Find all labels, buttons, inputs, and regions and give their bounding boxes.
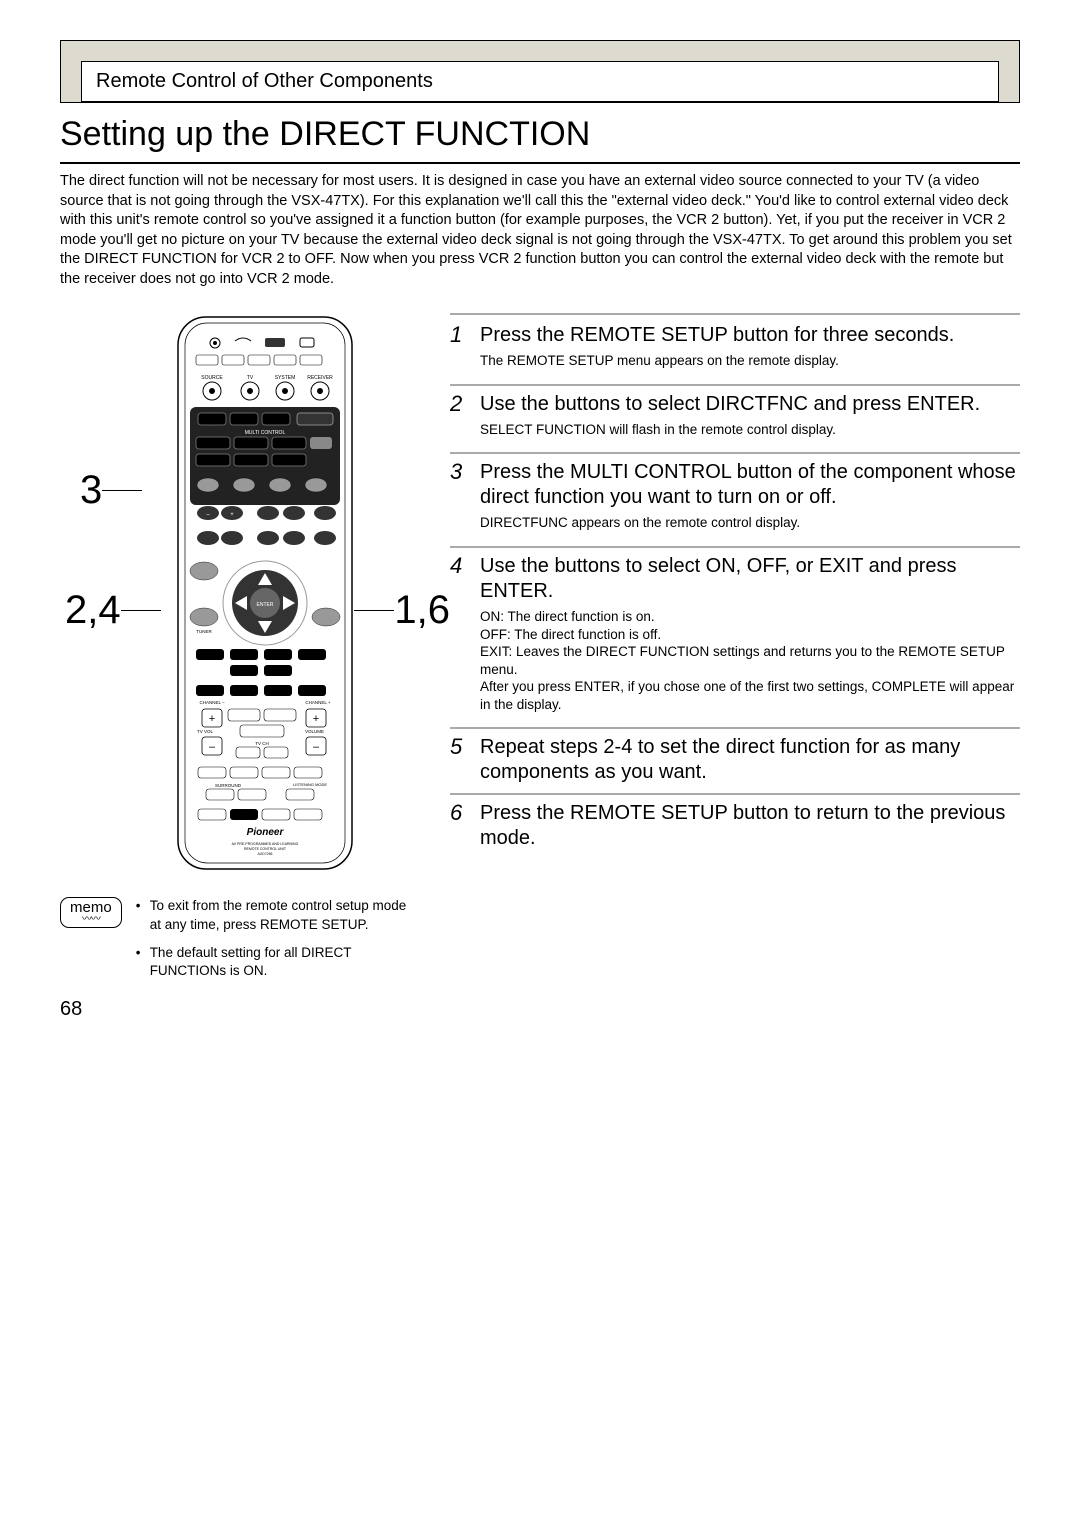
- svg-text:+: +: [230, 512, 234, 518]
- step-number: 3: [450, 460, 468, 542]
- remote-illustration: SOURCE TV SYSTEM RECEIVER MULTI CONTROL: [170, 313, 360, 873]
- step-title: Press the REMOTE SETUP button to return …: [480, 801, 1020, 851]
- page-frame: Remote Control of Other Components: [60, 40, 1020, 103]
- callout-16: 1,6: [354, 588, 450, 633]
- svg-text:LISTENING MODE: LISTENING MODE: [293, 782, 328, 787]
- callout-16-text: 1,6: [394, 588, 450, 633]
- callout-24-text: 2,4: [65, 588, 121, 633]
- step-title: Press the REMOTE SETUP button for three …: [480, 323, 1020, 348]
- callout-24: 2,4: [65, 588, 161, 633]
- step-detail: SELECT FUNCTION will flash in the remote…: [480, 421, 1020, 439]
- svg-text:TV VOL: TV VOL: [197, 729, 214, 734]
- callout-line: [121, 610, 161, 611]
- step-body: Use the buttons to select DIRCTFNC and p…: [480, 392, 1020, 449]
- svg-text:CHANNEL +: CHANNEL +: [305, 700, 331, 705]
- memo-block: memo 〰〰 To exit from the remote control …: [60, 897, 420, 990]
- step-number: 6: [450, 801, 468, 855]
- step-title: Use the buttons to select ON, OFF, or EX…: [480, 554, 1020, 604]
- step-number: 5: [450, 735, 468, 789]
- memo-badge: memo 〰〰: [60, 897, 122, 928]
- section-header: Remote Control of Other Components: [81, 61, 999, 102]
- step-body: Press the REMOTE SETUP button to return …: [480, 801, 1020, 855]
- step-body: Use the buttons to select ON, OFF, or EX…: [480, 554, 1020, 723]
- svg-text:TV CH: TV CH: [255, 741, 269, 746]
- label-receiver: RECEIVER: [307, 375, 333, 381]
- step: 1 Press the REMOTE SETUP button for three…: [450, 317, 1020, 380]
- page-number: 68: [60, 998, 1020, 1021]
- step-title: Repeat steps 2-4 to set the direct funct…: [480, 735, 1020, 785]
- step-detail: DIRECTFUNC appears on the remote control…: [480, 514, 1020, 532]
- intro-paragraph: The direct function will not be necessar…: [60, 172, 1020, 289]
- label-system: SYSTEM: [275, 375, 296, 381]
- svg-text:+: +: [313, 713, 319, 725]
- svg-text:TUNER: TUNER: [196, 629, 212, 634]
- callout-3-text: 3: [80, 468, 102, 513]
- memo-item: The default setting for all DIRECT FUNCT…: [136, 944, 420, 980]
- callout-line: [354, 610, 394, 611]
- step-detail: The REMOTE SETUP menu appears on the rem…: [480, 352, 1020, 370]
- right-column: 1 Press the REMOTE SETUP button for three…: [450, 313, 1020, 990]
- svg-text:AXD7265: AXD7265: [258, 852, 273, 856]
- callout-3: 3: [80, 468, 142, 513]
- memo-curl-icon: 〰〰: [70, 918, 112, 922]
- step-number: 1: [450, 323, 468, 380]
- svg-text:–: –: [209, 741, 216, 753]
- top-button-row: [196, 355, 322, 365]
- title-rule: [60, 162, 1020, 164]
- callout-line: [102, 490, 142, 491]
- step-separator: [450, 313, 1020, 315]
- step-number: 2: [450, 392, 468, 449]
- memo-list: To exit from the remote control setup mo…: [136, 897, 420, 990]
- step-body: Press the REMOTE SETUP button for three …: [480, 323, 1020, 380]
- steps-list: 1 Press the REMOTE SETUP button for three…: [450, 317, 1020, 855]
- svg-text:CHANNEL –: CHANNEL –: [199, 700, 225, 705]
- step-body: Repeat steps 2-4 to set the direct funct…: [480, 735, 1020, 789]
- step-detail: ON: The direct function is on. OFF: The …: [480, 608, 1020, 713]
- section-label: Remote Control of Other Components: [96, 70, 433, 92]
- step: 3Press the MULTI CONTROL button of the c…: [450, 454, 1020, 542]
- step-title: Press the MULTI CONTROL button of the co…: [480, 460, 1020, 510]
- content-row: 3 2,4 1,6: [60, 313, 1020, 990]
- label-source: SOURCE: [201, 375, 223, 381]
- svg-text:Pioneer: Pioneer: [247, 827, 285, 838]
- step-number: 4: [450, 554, 468, 723]
- page-title: Setting up the DIRECT FUNCTION: [60, 115, 1020, 154]
- left-column: 3 2,4 1,6: [60, 313, 420, 990]
- step: 2 Use the buttons to select DIRCTFNC and …: [450, 386, 1020, 449]
- svg-text:MULTI CONTROL: MULTI CONTROL: [245, 430, 286, 436]
- step: 4Use the buttons to select ON, OFF, or E…: [450, 548, 1020, 723]
- svg-text:AV PRE-PROGRAMMED AND LEARNING: AV PRE-PROGRAMMED AND LEARNING: [232, 842, 299, 846]
- svg-text:+: +: [209, 713, 215, 725]
- step: 5Repeat steps 2-4 to set the direct func…: [450, 729, 1020, 789]
- svg-text:–: –: [313, 741, 320, 753]
- step-title: Use the buttons to select DIRCTFNC and p…: [480, 392, 1020, 417]
- svg-text:REMOTE CONTROL UNIT: REMOTE CONTROL UNIT: [244, 847, 287, 851]
- svg-text:ENTER: ENTER: [257, 602, 274, 608]
- label-tv: TV: [247, 375, 254, 381]
- step-body: Press the MULTI CONTROL button of the co…: [480, 460, 1020, 542]
- memo-item: To exit from the remote control setup mo…: [136, 897, 420, 933]
- svg-text:SURROUND: SURROUND: [215, 783, 242, 788]
- remote-figure: 3 2,4 1,6: [110, 313, 420, 873]
- step: 6Press the REMOTE SETUP button to return…: [450, 795, 1020, 855]
- svg-text:VOLUME: VOLUME: [305, 729, 324, 734]
